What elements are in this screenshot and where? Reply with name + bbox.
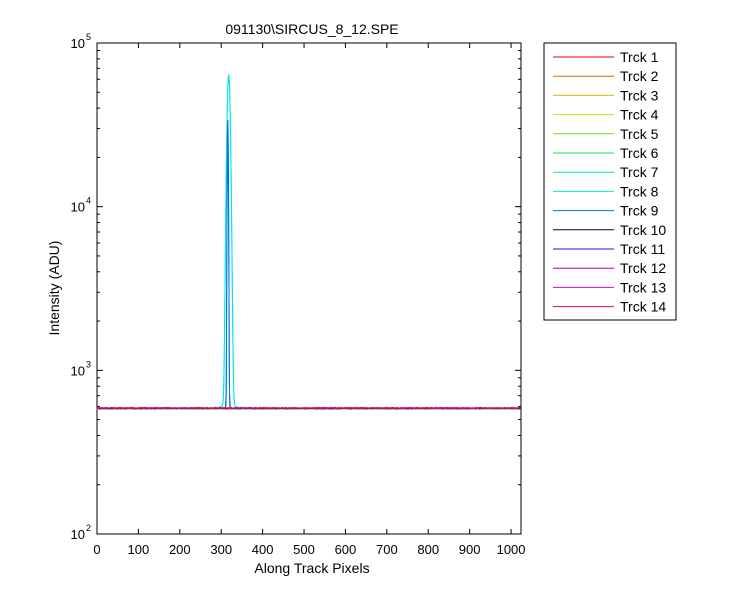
x-axis-label: Along Track Pixels xyxy=(254,560,369,576)
legend-label: Trck 3 xyxy=(620,87,659,103)
x-tick-label: 100 xyxy=(128,542,150,557)
chart-title: 091130\SIRCUS_8_12.SPE xyxy=(225,21,398,37)
legend-label: Trck 9 xyxy=(620,203,659,219)
legend-label: Trck 5 xyxy=(620,126,659,142)
y-tick-exponent: 3 xyxy=(86,359,91,369)
axes-box xyxy=(96,42,522,535)
y-tick-exponent: 5 xyxy=(86,32,91,42)
x-tick-label: 200 xyxy=(169,542,191,557)
legend-label: Trck 11 xyxy=(620,241,665,257)
legend-label: Trck 7 xyxy=(620,164,659,180)
legend-label: Trck 4 xyxy=(620,107,659,123)
legend-label: Trck 10 xyxy=(620,222,666,238)
x-tick-label: 700 xyxy=(376,542,398,557)
legend-box xyxy=(543,42,677,321)
x-tick-label: 400 xyxy=(252,542,274,557)
legend: Trck 1 Trck 2 Trck 3 Trck 4 Trck 5 Trck 6 Trck… xyxy=(543,42,677,321)
y-tick-label: 10 xyxy=(71,363,85,378)
y-tick-label: 10 xyxy=(71,527,85,542)
y-axis-label: Intensity (ADU) xyxy=(46,241,62,336)
legend-label: Trck 13 xyxy=(620,279,666,295)
x-tick-label: 300 xyxy=(210,542,232,557)
x-tick-label: 800 xyxy=(417,542,439,557)
x-tick-label: 500 xyxy=(293,542,315,557)
y-tick-label: 10 xyxy=(71,200,85,215)
legend-label: Trck 6 xyxy=(620,145,659,161)
x-tick-label: 1000 xyxy=(497,542,526,557)
legend-label: Trck 12 xyxy=(620,260,666,276)
y-tick-label: 10 xyxy=(71,36,85,51)
legend-label: Trck 2 xyxy=(620,68,659,84)
legend-items: Trck 1 Trck 2 Trck 3 Trck 4 Trck 5 Trck 6 Trck… xyxy=(553,49,666,315)
x-tick-label: 0 xyxy=(93,542,100,557)
y-tick-exponent: 4 xyxy=(86,196,91,206)
series-line-14 xyxy=(96,406,521,409)
legend-label: Trck 8 xyxy=(620,183,659,199)
x-tick-label: 600 xyxy=(335,542,357,557)
y-tick-exponent: 2 xyxy=(86,523,91,533)
series-layer xyxy=(96,73,521,411)
x-tick-label: 900 xyxy=(459,542,481,557)
legend-label: Trck 14 xyxy=(620,299,666,315)
legend-label: Trck 1 xyxy=(620,49,659,65)
